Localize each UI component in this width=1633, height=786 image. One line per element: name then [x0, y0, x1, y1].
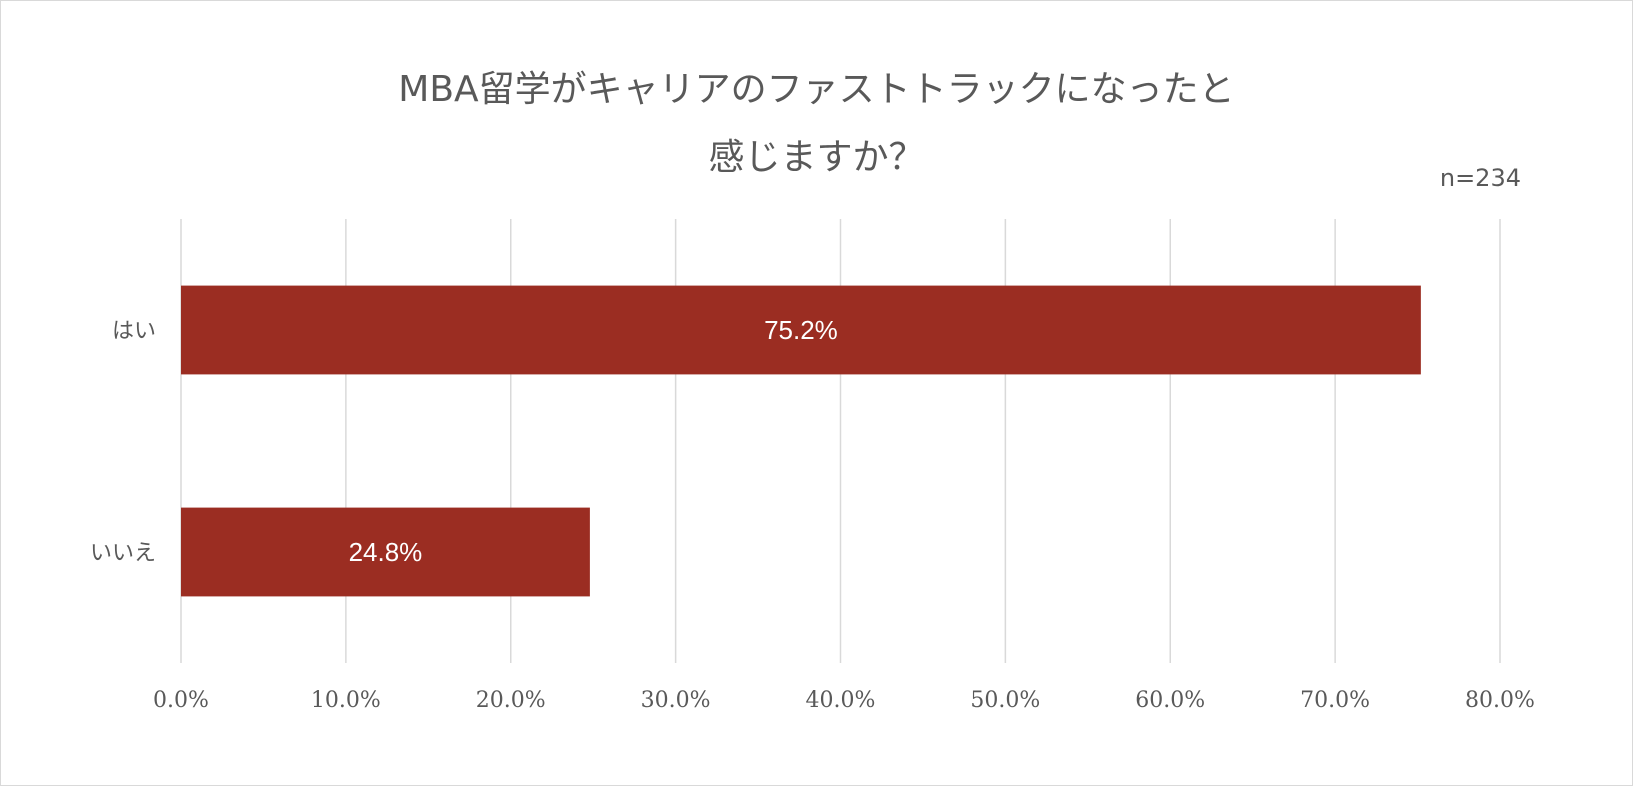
x-tick-label: 40.0% — [806, 688, 876, 713]
sample-size-label: n=234 — [1439, 164, 1521, 192]
category-label: いいえ — [90, 541, 156, 566]
category-label: はい — [112, 319, 156, 344]
data-label: 75.2% — [764, 315, 838, 345]
x-tick-label: 60.0% — [1135, 688, 1205, 713]
x-tick-label: 70.0% — [1300, 688, 1370, 713]
bar — [181, 507, 590, 597]
bar — [181, 285, 1421, 375]
data-label: 24.8% — [349, 537, 423, 567]
chart-title-line2: 感じますか？ — [708, 137, 925, 178]
x-tick-label: 50.0% — [970, 688, 1040, 713]
x-tick-label: 10.0% — [311, 688, 381, 713]
x-tick-label: 80.0% — [1465, 688, 1535, 713]
x-tick-label: 0.0% — [153, 688, 209, 713]
x-tick-label: 20.0% — [476, 688, 546, 713]
x-tick-label: 30.0% — [641, 688, 711, 713]
chart-title-line1: MBA留学がキャリアのファストトラックになったと — [398, 69, 1235, 110]
